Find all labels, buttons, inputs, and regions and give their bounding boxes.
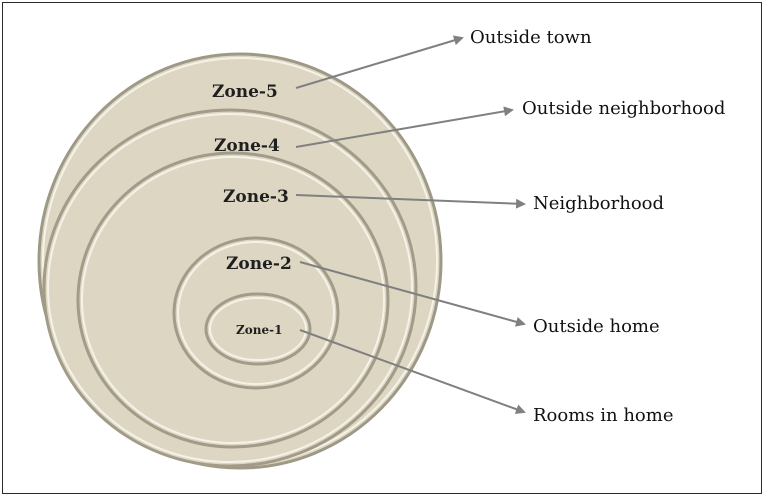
zone-4-arrow <box>295 106 514 148</box>
zone-3-label: Zone-3 <box>223 187 289 207</box>
zone-5-label: Zone-5 <box>212 82 278 102</box>
zone-3-description: Neighborhood <box>533 193 664 214</box>
zone-5-arrow <box>295 35 464 89</box>
zone-2-label: Zone-2 <box>226 254 292 274</box>
zone-1-description: Rooms in home <box>533 405 673 426</box>
zone-1-label: Zone-1 <box>236 323 282 337</box>
zone-5-description: Outside town <box>470 27 592 48</box>
zone-1-arrow <box>299 329 526 414</box>
zone-2-description: Outside home <box>533 316 660 337</box>
zone-4-description: Outside neighborhood <box>522 98 725 119</box>
zone-2-arrow <box>299 261 526 327</box>
zone-3-arrow <box>295 194 526 209</box>
zone-1-ring <box>204 292 312 366</box>
zone-4-label: Zone-4 <box>214 136 280 156</box>
